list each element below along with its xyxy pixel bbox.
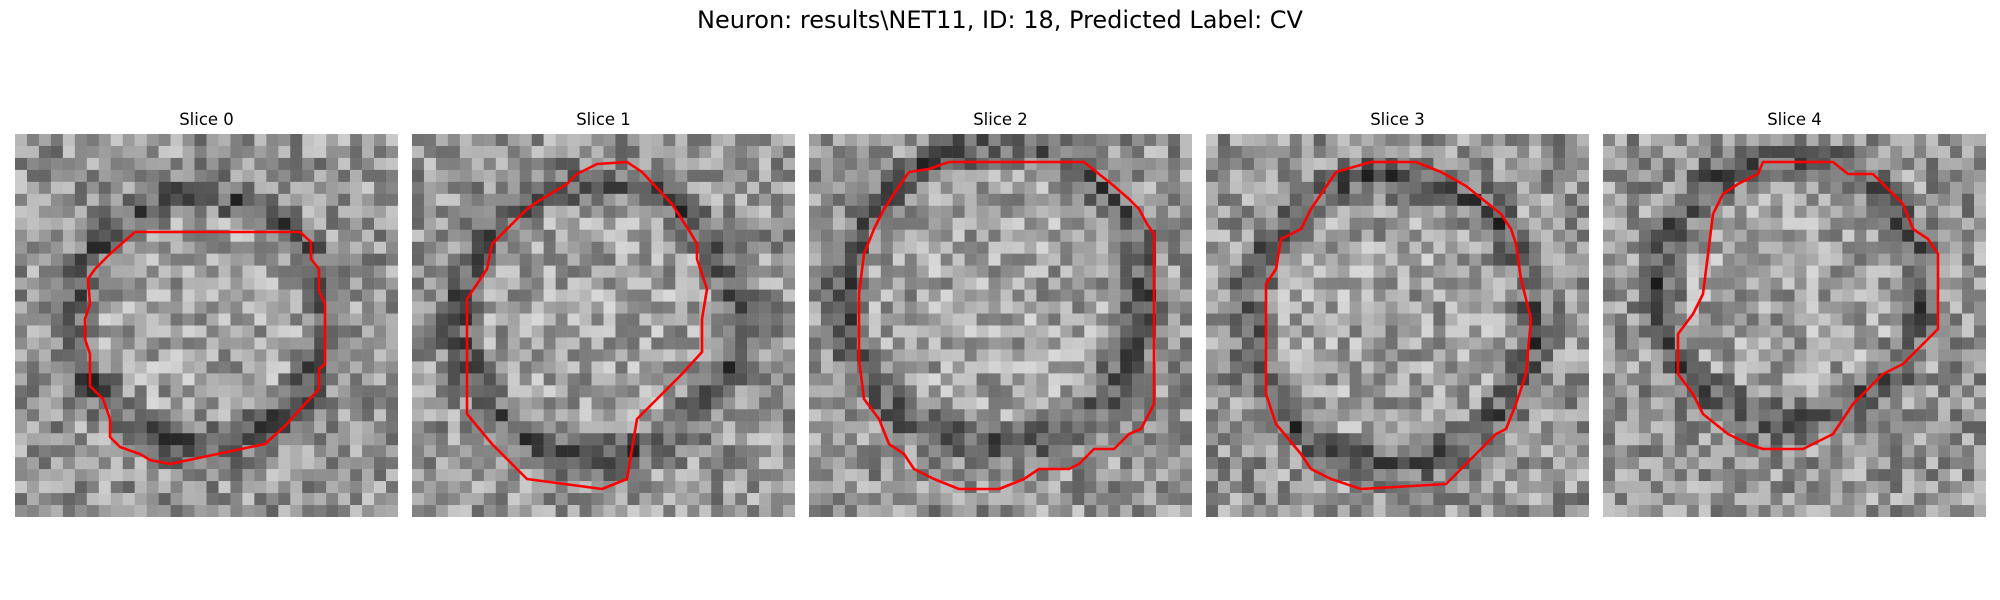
slice-panel-1: Slice 1 [412,108,795,517]
slice-image [412,134,795,517]
figure-title: Neuron: results\NET11, ID: 18, Predicted… [697,6,1303,34]
slice-image [1206,134,1589,517]
slice-image [809,134,1192,517]
grayscale-image [1603,134,1986,517]
slice-title: Slice 1 [576,110,631,129]
grayscale-image [412,134,795,517]
slice-title: Slice 2 [973,110,1028,129]
cell-contour [857,160,1156,491]
grayscale-image [809,134,1192,517]
slice-panel-4: Slice 4 [1603,108,1986,517]
slice-image [1603,134,1986,517]
grayscale-image [1206,134,1589,517]
slice-panel-2: Slice 2 [809,108,1192,517]
cell-contour [1676,160,1940,451]
cell-contour [465,160,709,491]
slice-title: Slice 4 [1767,110,1822,129]
cell-contour [83,230,327,466]
slice-panel-3: Slice 3 [1206,108,1589,517]
slice-image [15,134,398,517]
slice-title: Slice 3 [1370,110,1425,129]
slice-title: Slice 0 [179,110,234,129]
cell-contour [1264,160,1533,491]
slice-panel-0: Slice 0 [15,108,398,517]
